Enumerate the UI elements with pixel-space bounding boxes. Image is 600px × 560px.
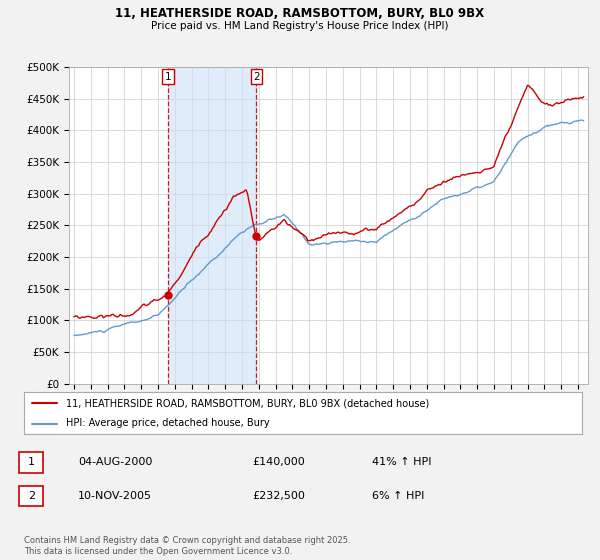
Text: 2: 2 [253, 72, 260, 82]
Text: 10-NOV-2005: 10-NOV-2005 [78, 491, 152, 501]
Text: Price paid vs. HM Land Registry's House Price Index (HPI): Price paid vs. HM Land Registry's House … [151, 21, 449, 31]
Text: 2: 2 [28, 491, 35, 501]
Text: 04-AUG-2000: 04-AUG-2000 [78, 457, 152, 467]
Text: 11, HEATHERSIDE ROAD, RAMSBOTTOM, BURY, BL0 9BX: 11, HEATHERSIDE ROAD, RAMSBOTTOM, BURY, … [115, 7, 485, 20]
Text: 41% ↑ HPI: 41% ↑ HPI [372, 457, 431, 467]
Text: 11, HEATHERSIDE ROAD, RAMSBOTTOM, BURY, BL0 9BX (detached house): 11, HEATHERSIDE ROAD, RAMSBOTTOM, BURY, … [66, 398, 429, 408]
Text: 1: 1 [164, 72, 171, 82]
Text: 1: 1 [28, 457, 35, 467]
Text: HPI: Average price, detached house, Bury: HPI: Average price, detached house, Bury [66, 418, 269, 428]
Text: £232,500: £232,500 [252, 491, 305, 501]
Bar [168, 67, 256, 384]
Text: Contains HM Land Registry data © Crown copyright and database right 2025.
This d: Contains HM Land Registry data © Crown c… [24, 536, 350, 556]
Text: 6% ↑ HPI: 6% ↑ HPI [372, 491, 424, 501]
Text: £140,000: £140,000 [252, 457, 305, 467]
